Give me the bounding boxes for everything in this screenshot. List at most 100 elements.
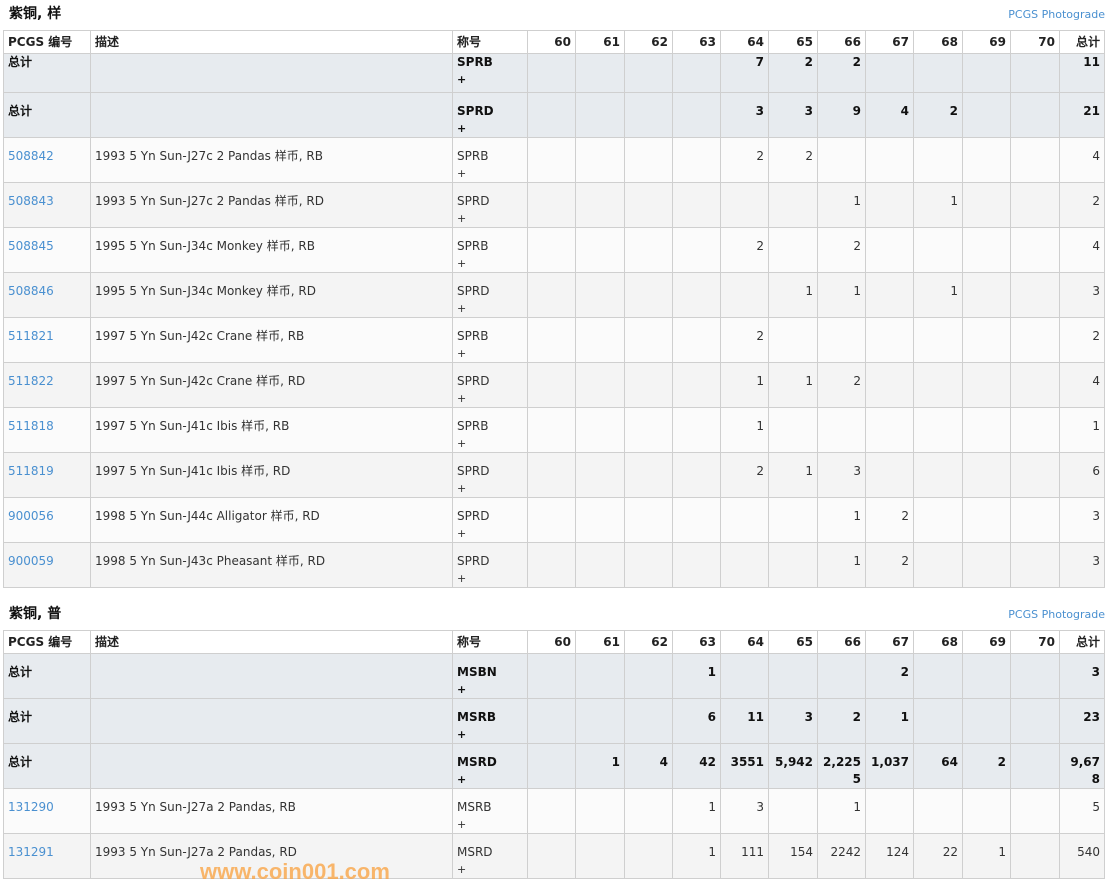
coin-row: 900056 1998 5 Yn Sun-J44c Alligator 样币, R… [3,497,1105,543]
total-row: 总计 MSRB +6 11 3 2 1 23 [3,698,1105,744]
header-grade[interactable]: 70 [1010,630,1060,654]
grade-count: 2 [768,53,818,93]
designation-cell: SPRD + [452,272,528,318]
header-designation[interactable]: 称号 [452,30,528,54]
pcgs-number-link[interactable]: 508842 [8,149,54,163]
pcgs-number-link[interactable]: 511819 [8,464,54,478]
designation: MSRB [457,800,492,814]
description: 1993 5 Yn Sun-J27c 2 Pandas 样币, RD [90,182,453,228]
pcgs-number-link[interactable]: 900056 [8,509,54,523]
pcgs-number-link[interactable]: 511818 [8,419,54,433]
coin-row: 508845 1995 5 Yn Sun-J34c Monkey 样币, RB SP… [3,227,1105,273]
header-description[interactable]: 描述 [90,630,453,654]
designation: SPRB [457,55,493,69]
grade-count: 1 [962,833,1011,879]
description: 1993 5 Yn Sun-J27a 2 Pandas, RB [90,788,453,834]
designation: SPRB [457,419,489,433]
header-total[interactable]: 总计 [1059,630,1105,654]
grade-count [865,182,914,228]
grade-count [527,833,576,879]
header-grade[interactable]: 62 [624,630,673,654]
header-grade[interactable]: 70 [1010,30,1060,54]
grade-count [962,497,1011,543]
grade-count: 2 [768,137,818,183]
grade-count [527,53,576,93]
designation-cell: SPRB + [452,317,528,363]
pcgs-photograde-link[interactable]: PCGS Photograde [1008,8,1105,21]
grade-count [575,227,625,273]
pcgs-photograde-link[interactable]: PCGS Photograde [1008,608,1105,621]
header-grade[interactable]: 67 [865,30,914,54]
grade-count [575,137,625,183]
pcgs-number-link[interactable]: 508846 [8,284,54,298]
grade-count [913,227,963,273]
grade-count [962,362,1011,408]
pcgs-number-link[interactable]: 508843 [8,194,54,208]
header-grade[interactable]: 64 [720,30,769,54]
grade-count: 1 [672,788,721,834]
grade-count [672,182,721,228]
pcgs-number-link[interactable]: 511822 [8,374,54,388]
pcgs-number-link[interactable]: 131291 [8,845,54,859]
pcgs-number-link[interactable]: 131290 [8,800,54,814]
grade-count [913,653,963,699]
pcgs-number-link[interactable]: 900059 [8,554,54,568]
header-grade[interactable]: 61 [575,630,625,654]
grade-count [624,653,673,699]
plus-grade: + [457,392,467,405]
header-grade[interactable]: 68 [913,630,963,654]
pcgs-number-cell: 511821 [3,317,91,363]
grade-count [720,542,769,588]
header-grade[interactable]: 63 [672,30,721,54]
header-grade[interactable]: 64 [720,630,769,654]
grade-count [768,542,818,588]
header-designation[interactable]: 称号 [452,630,528,654]
header-grade[interactable]: 61 [575,30,625,54]
grade-count [768,407,818,453]
section-bronze-specimen: 紫铜, 样 PCGS Photograde PCGS 编号 描述 称号 60 61 62 63 6… [3,0,1105,588]
header-grade[interactable]: 63 [672,630,721,654]
header-grade[interactable]: 68 [913,30,963,54]
designation: SPRD [457,374,490,388]
pcgs-number-link[interactable]: 511821 [8,329,54,343]
grade-count [1010,833,1060,879]
grade-count: 1 [817,497,866,543]
grade-count [672,227,721,273]
grade-count [817,137,866,183]
grade-count [913,137,963,183]
grade-count [962,182,1011,228]
header-grade[interactable]: 67 [865,630,914,654]
header-description[interactable]: 描述 [90,30,453,54]
header-pcgs-no[interactable]: PCGS 编号 [3,30,91,54]
description: 1995 5 Yn Sun-J34c Monkey 样币, RD [90,272,453,318]
grade-count [672,317,721,363]
header-grade[interactable]: 66 [817,30,866,54]
grade-count [527,92,576,138]
total-label: 总计 [3,653,91,699]
grade-count [720,182,769,228]
row-total: 11 [1059,53,1105,93]
header-grade[interactable]: 69 [962,30,1011,54]
grade-count [865,317,914,363]
description: 1993 5 Yn Sun-J27a 2 Pandas, RD [90,833,453,879]
grade-count: 1 [865,698,914,744]
header-total[interactable]: 总计 [1059,30,1105,54]
header-grade[interactable]: 66 [817,630,866,654]
grade-count: 1 [672,653,721,699]
header-grade[interactable]: 60 [527,30,576,54]
grade-count: 2 [720,452,769,498]
row-total: 3 [1059,272,1105,318]
grade-count [962,53,1011,93]
pcgs-number-link[interactable]: 508845 [8,239,54,253]
header-grade[interactable]: 65 [768,30,818,54]
header-grade[interactable]: 60 [527,630,576,654]
grade-count [913,407,963,453]
plus-grade: + [457,257,467,270]
grade-count: 1 [817,542,866,588]
header-grade[interactable]: 62 [624,30,673,54]
header-pcgs-no[interactable]: PCGS 编号 [3,630,91,654]
header-grade[interactable]: 69 [962,630,1011,654]
header-grade[interactable]: 65 [768,630,818,654]
grade-count [672,362,721,408]
grade-count: 1 [768,272,818,318]
